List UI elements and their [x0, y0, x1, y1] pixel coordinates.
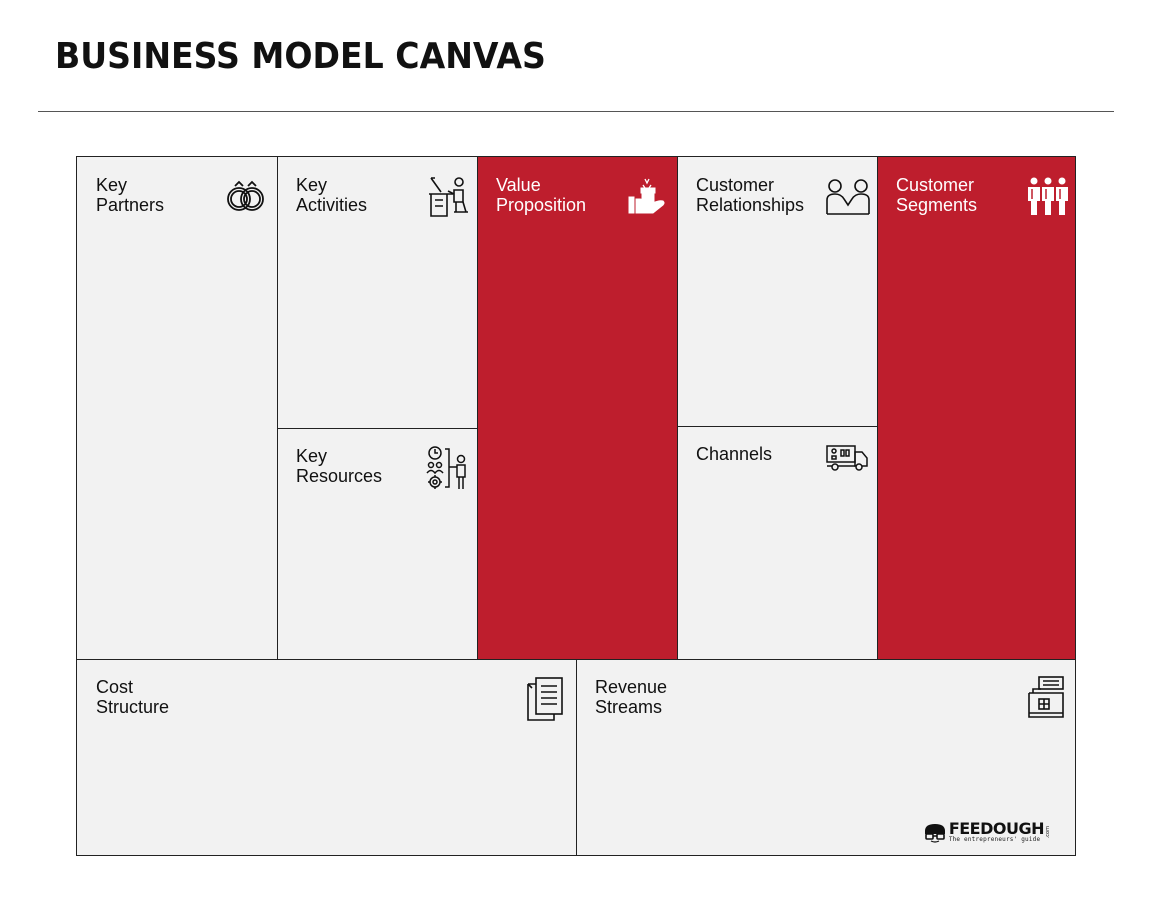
- divider-line: [277, 428, 477, 429]
- key-partners-block: Key Partners: [77, 157, 277, 659]
- customer-segments-block: Customer Segments: [877, 157, 1075, 659]
- key-resources-label: Key Resources: [296, 446, 383, 486]
- key-resources-block: Key Resources: [277, 428, 477, 659]
- key-partners-label: Key Partners: [96, 175, 165, 215]
- worker-at-desk-icon: [427, 176, 471, 220]
- page-title: BUSINESS MODEL CANVAS: [55, 36, 546, 77]
- cash-register-icon: [1025, 675, 1067, 719]
- feedough-mascot-icon: [924, 823, 945, 843]
- cost-structure-block: Cost Structure: [77, 659, 576, 855]
- business-model-canvas: Key Partners Key Activities Key Re: [76, 156, 1076, 856]
- revenue-streams-label: Revenue Streams: [595, 677, 668, 717]
- customer-segments-label: Customer Segments: [896, 175, 978, 215]
- divider-line: [277, 157, 278, 659]
- key-activities-block: Key Activities: [277, 157, 477, 428]
- delivery-truck-icon: [825, 444, 869, 472]
- value-proposition-label: Value Proposition: [496, 175, 587, 215]
- key-activities-label: Key Activities: [296, 175, 368, 215]
- divider-line: [877, 157, 878, 659]
- logo-suffix: .com: [1045, 826, 1051, 839]
- divider-line: [677, 157, 678, 659]
- gift-hand-icon: [627, 177, 667, 217]
- rings-icon: [223, 177, 269, 217]
- divider-line: [576, 659, 577, 855]
- value-proposition-block: Value Proposition: [477, 157, 677, 659]
- customer-relationships-label: Customer Relationships: [696, 175, 805, 215]
- logo-name: FEEDOUGH: [948, 819, 1045, 838]
- channels-block: Channels: [677, 426, 877, 659]
- divider-line: [477, 157, 478, 659]
- channels-label: Channels: [696, 444, 773, 464]
- revenue-streams-block: Revenue Streams FEEDOUGH T: [576, 659, 1075, 855]
- customer-relationships-block: Customer Relationships: [677, 157, 877, 426]
- documents-icon: [526, 676, 566, 722]
- group-people-icon: [1027, 177, 1069, 217]
- two-people-icon: [825, 178, 871, 216]
- title-divider: [38, 111, 1114, 112]
- logo-tagline: The entrepreneurs' guide: [948, 836, 1041, 843]
- feedough-logo: FEEDOUGH The entrepreneurs' guide .com: [923, 819, 1051, 843]
- divider-line: [677, 426, 877, 427]
- resources-people-gear-icon: [425, 445, 469, 491]
- cost-structure-label: Cost Structure: [96, 677, 170, 717]
